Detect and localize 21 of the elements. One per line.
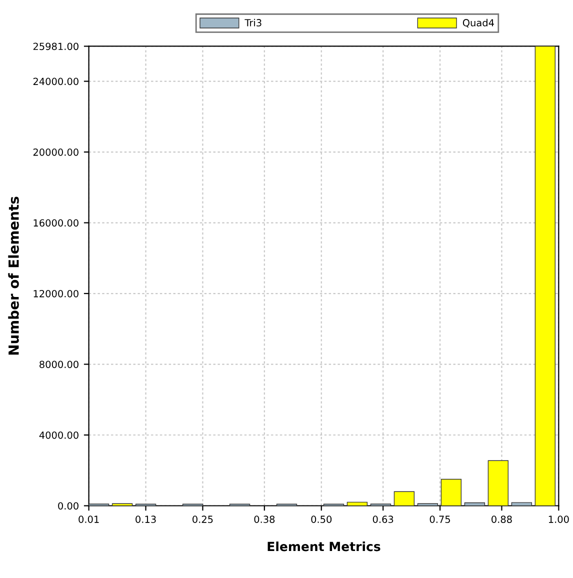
y-axis-title: Number of Elements xyxy=(8,196,19,355)
x-tick-label: 0.38 xyxy=(254,516,275,523)
x-tick-label: 0.75 xyxy=(430,516,450,523)
y-tick-label: 4000.00 xyxy=(39,431,78,439)
y-tick-label: 24000.00 xyxy=(33,78,78,86)
y-tick-label: 25981.00 xyxy=(33,42,78,50)
y-tick-label: 0.00 xyxy=(58,502,78,510)
x-axis-title: Element Metrics xyxy=(268,542,380,552)
x-tick-label: 0.13 xyxy=(136,516,156,523)
legend-label: Quad4 xyxy=(462,18,494,28)
y-tick-label: 16000.00 xyxy=(34,219,78,227)
x-tick-label: 0.01 xyxy=(78,516,99,523)
y-tick-label: 20000.00 xyxy=(33,148,78,156)
legend-label: Tri3 xyxy=(244,18,262,26)
x-tick-label: 1.00 xyxy=(548,516,569,523)
y-tick-label: 8000.00 xyxy=(40,360,78,368)
x-tick-label: 0.50 xyxy=(311,516,332,523)
x-tick-label: 0.25 xyxy=(192,516,213,523)
x-tick-label: 0.63 xyxy=(372,516,394,523)
x-tick-label: 0.88 xyxy=(492,516,512,523)
y-tick-label: 12000.00 xyxy=(34,290,78,298)
